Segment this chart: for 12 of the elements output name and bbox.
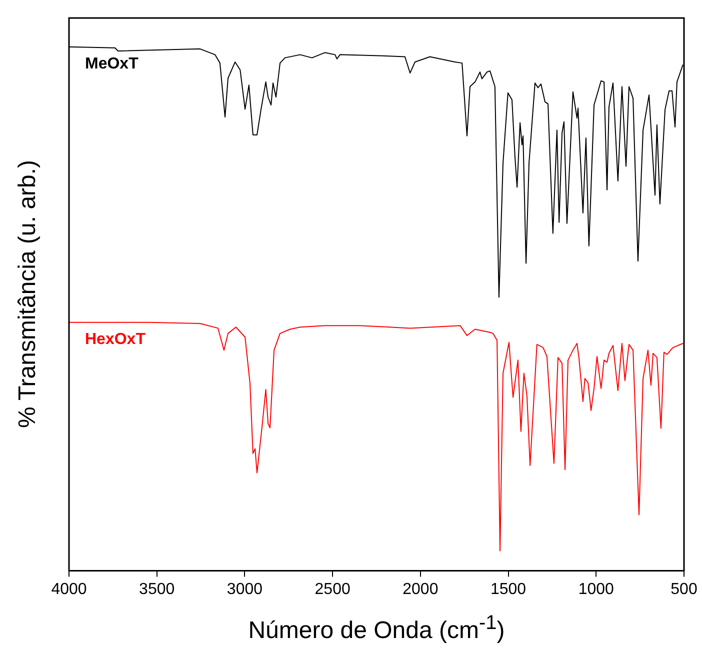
x-tick-label: 3000 — [226, 580, 263, 598]
x-tick-label: 3500 — [139, 580, 175, 598]
x-tick-label: 4000 — [51, 580, 87, 598]
x-tick-label: 2500 — [314, 580, 350, 598]
x-tick-label: 2000 — [402, 580, 438, 598]
x-tick-label: 500 — [670, 580, 698, 598]
series-label: MeOxT — [85, 56, 139, 73]
y-axis-title: % Transmitância (u. arb.) — [14, 160, 42, 428]
series-label: HexOxT — [85, 331, 146, 348]
x-axis-title: Número de Onda (cm$^{-1}$) — [247, 612, 506, 645]
x-tick-label: 1500 — [490, 580, 526, 598]
x-tick-label: 1000 — [578, 580, 614, 598]
